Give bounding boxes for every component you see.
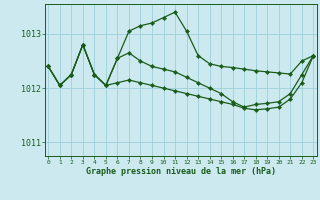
X-axis label: Graphe pression niveau de la mer (hPa): Graphe pression niveau de la mer (hPa) <box>86 167 276 176</box>
